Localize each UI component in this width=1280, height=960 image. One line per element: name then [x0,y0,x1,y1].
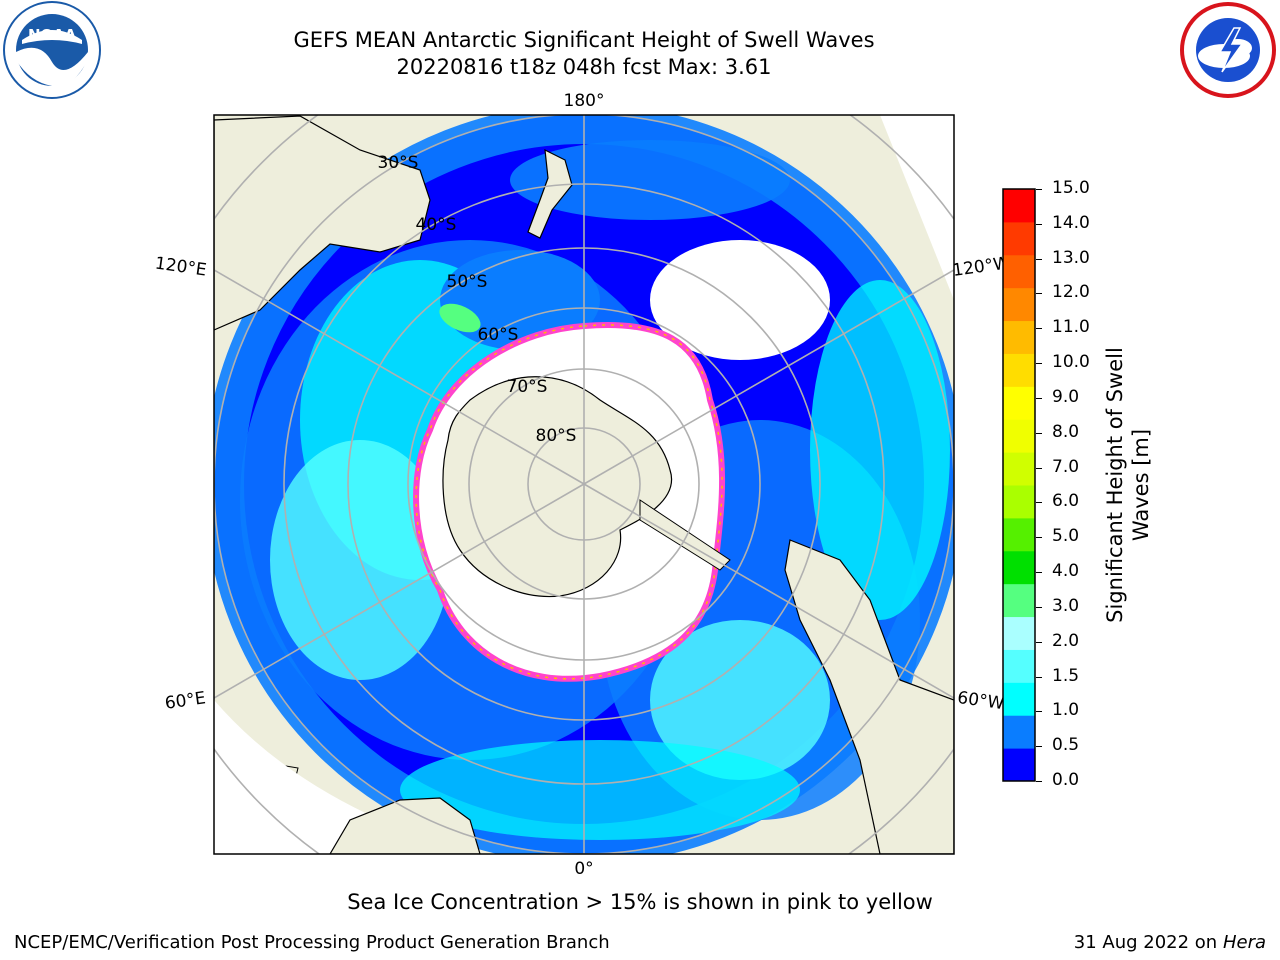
lon-label-60e: 60°E [164,688,207,713]
lat-label-70s: 70°S [507,377,548,397]
colorbar-tick-mark [1036,397,1042,399]
colorbar-tick-mark [1036,502,1042,504]
footer-machine: Hera [1222,932,1266,953]
colorbar-cell [1003,517,1035,552]
colorbar-tick-label: 1.0 [1052,700,1080,721]
lat-label-60s: 60°S [478,325,519,345]
map-frame [213,114,955,855]
title-line-2: 20220816 t18z 048h fcst Max: 3.61 [396,55,772,79]
colorbar-tick-mark [1036,711,1042,713]
new-zealand [527,148,573,239]
colorbar-cell [1003,419,1035,453]
colorbar-tick-mark [1036,467,1042,469]
antarctica [442,376,673,598]
colorbar-tick-mark [1036,572,1042,574]
colorbar-tick-label: 4.0 [1052,561,1080,582]
south-america [784,539,954,854]
footer-right: 31 Aug 2022 on Hera [1074,932,1266,953]
southern-africa [329,797,481,854]
colorbar-tick-label: 10.0 [1052,352,1090,373]
colorbar-tick-label: 11.0 [1052,317,1090,338]
colorbar-cell [1003,287,1035,322]
colorbar-cell [1003,189,1035,223]
colorbar-tick-label: 7.0 [1052,456,1080,477]
colorbar-tick-label: 14.0 [1052,212,1090,233]
colorbar-tick-mark [1036,223,1042,225]
colorbar-tick-label: 15.0 [1052,178,1090,198]
title-line-1: GEFS MEAN Antarctic Significant Height o… [293,28,875,52]
colorbar-tick-mark [1036,363,1042,365]
sea-ice-note: Sea Ice Concentration > 15% is shown in … [347,890,933,914]
colorbar-tick-label: 6.0 [1052,491,1080,512]
colorbar-cell [1003,616,1035,650]
lat-label-50s: 50°S [447,272,488,292]
colorbar-tick-mark [1036,537,1042,539]
colorbar-tick-label: 8.0 [1052,421,1080,442]
colorbar-tick-mark [1036,258,1042,260]
colorbar-tick-mark [1036,781,1042,782]
colorbar-cell [1003,320,1035,354]
colorbar-cell [1003,550,1035,585]
colorbar-cell [1003,386,1035,420]
colorbar-tick-label: 0.0 [1052,770,1080,790]
colorbar-tick-mark [1036,746,1042,748]
colorbar-tick-label: 12.0 [1052,282,1090,303]
footer-date: 31 Aug 2022 on [1073,932,1218,953]
colorbar-cell [1003,649,1035,683]
lat-label-40s: 40°S [416,215,457,235]
colorbar-cell [1003,221,1035,256]
colorbar-tick-label: 3.0 [1052,595,1080,616]
lon-label-120e: 120°E [154,254,208,281]
footer-left: NCEP/EMC/Verification Post Processing Pr… [14,932,610,953]
colorbar-cell [1003,682,1035,716]
colorbar-cell [1003,583,1035,618]
colorbar-tick-mark [1036,676,1042,678]
colorbar-tick-label: 5.0 [1052,526,1080,547]
colorbar-cell [1003,715,1035,749]
lon-label-60w: 60°W [956,688,1005,714]
colorbar-cell [1003,748,1035,782]
colorbar [1002,188,1036,782]
colorbar-cell [1003,254,1035,289]
longitude-lines [214,115,954,854]
lon-label-0: 0° [574,859,593,879]
lat-label-80s: 80°S [536,426,577,446]
colorbar-tick-label: 1.5 [1052,665,1080,686]
colorbar-tick-label: 0.5 [1052,735,1080,756]
colorbar-tick-mark [1036,606,1042,608]
colorbar-tick-label: 13.0 [1052,247,1090,268]
colorbar-tick-mark [1036,189,1042,190]
colorbar-tick-mark [1036,293,1042,295]
colorbar-cell [1003,485,1035,519]
colorbar-tick-mark [1036,432,1042,434]
noaa-logo: NOAA [3,1,101,99]
lon-label-180: 180° [564,91,605,111]
noaa-logo-text: NOAA [28,26,77,44]
nws-logo [1180,2,1276,98]
colorbar-cell [1003,452,1035,486]
colorbar-tick-label: 9.0 [1052,386,1080,407]
lat-label-30s: 30°S [378,153,419,173]
colorbar-tick-mark [1036,641,1042,643]
colorbar-tick-label: 2.0 [1052,630,1080,651]
colorbar-tick-mark [1036,328,1042,330]
colorbar-cell [1003,353,1035,387]
colorbar-label: Significant Height of Swell Waves [m] [1103,347,1153,623]
